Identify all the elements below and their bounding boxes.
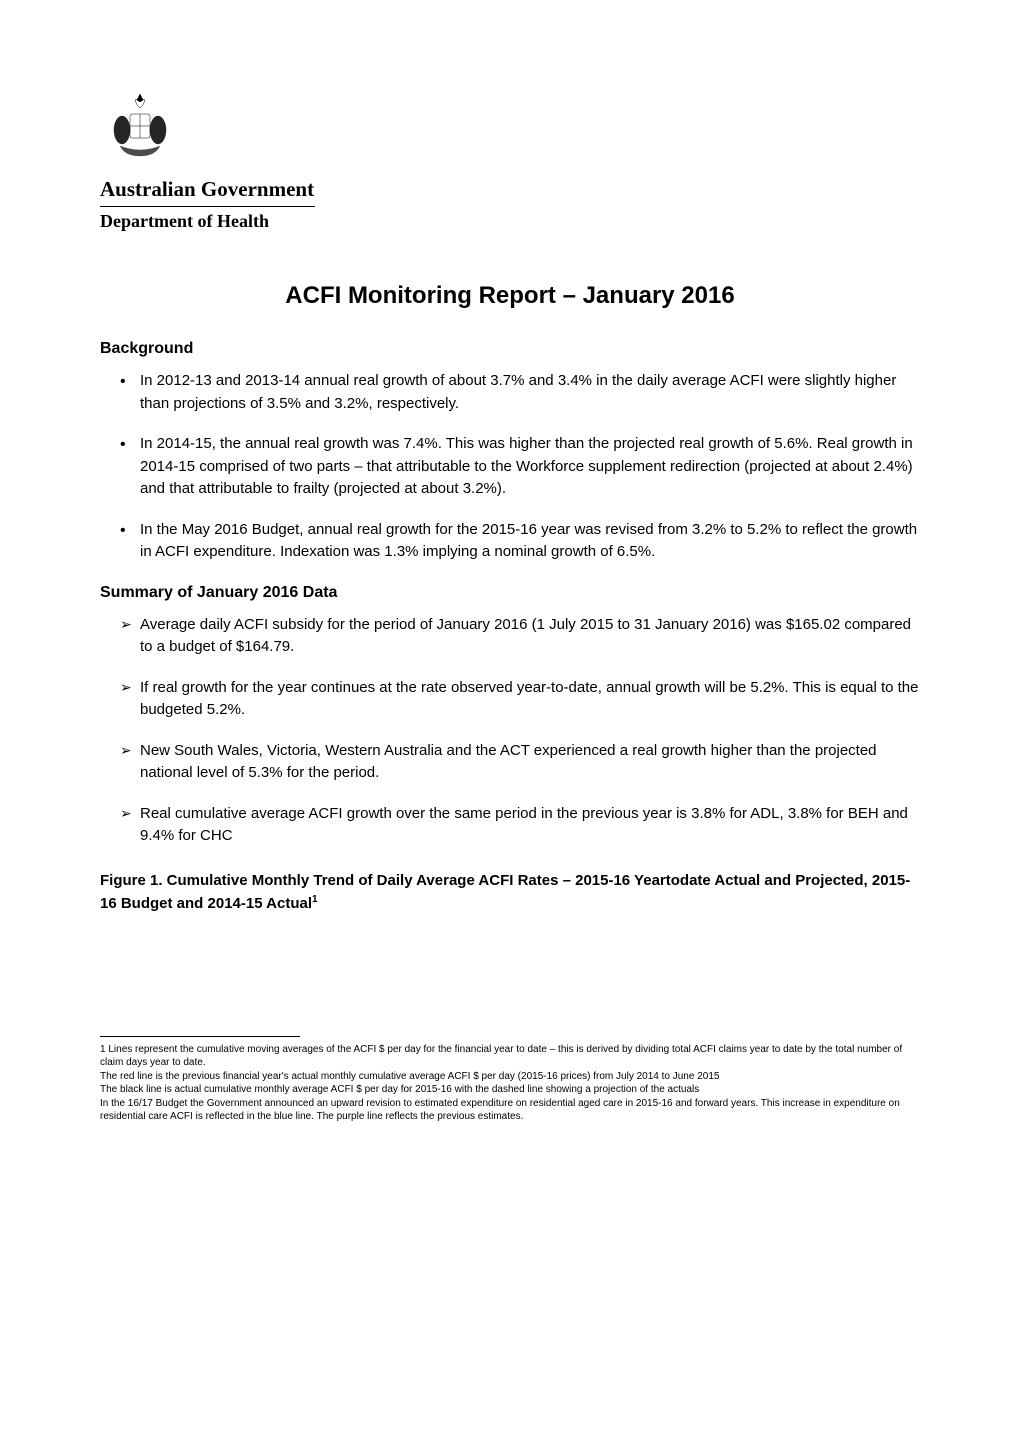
background-list: In 2012-13 and 2013-14 annual real growt… [100, 370, 920, 564]
footnote-line: In the 16/17 Budget the Government annou… [100, 1098, 900, 1123]
list-item: In 2014-15, the annual real growth was 7… [100, 433, 920, 501]
figure-caption-text: Figure 1. Cumulative Monthly Trend of Da… [100, 872, 910, 913]
government-title: Australian Government [100, 177, 920, 202]
department-title: Department of Health [100, 211, 920, 232]
summary-list: Average daily ACFI subsidy for the perio… [100, 614, 920, 848]
logo-divider [100, 206, 315, 207]
list-item: Average daily ACFI subsidy for the perio… [100, 614, 920, 659]
document-title: ACFI Monitoring Report – January 2016 [100, 282, 920, 310]
footnote-line: The black line is actual cumulative mont… [100, 1084, 699, 1095]
list-item: New South Wales, Victoria, Western Austr… [100, 740, 920, 785]
footnote-divider [100, 1036, 300, 1037]
list-item: If real growth for the year continues at… [100, 677, 920, 722]
figure-caption: Figure 1. Cumulative Monthly Trend of Da… [100, 870, 920, 916]
summary-heading: Summary of January 2016 Data [100, 584, 920, 602]
logo-section: Australian Government Department of Heal… [100, 90, 920, 232]
background-heading: Background [100, 340, 920, 358]
coat-of-arms-icon [100, 90, 180, 160]
footnote-line: Lines represent the cumulative moving av… [100, 1044, 902, 1069]
footnote-marker: 1 [100, 1044, 106, 1055]
figure-caption-sup: 1 [312, 894, 318, 905]
document-page: Australian Government Department of Heal… [0, 0, 1020, 1184]
footnote-line: The red line is the previous financial y… [100, 1071, 719, 1082]
list-item: In 2012-13 and 2013-14 annual real growt… [100, 370, 920, 415]
footnote-block: 1 Lines represent the cumulative moving … [100, 1043, 920, 1124]
list-item: Real cumulative average ACFI growth over… [100, 803, 920, 848]
list-item: In the May 2016 Budget, annual real grow… [100, 519, 920, 564]
